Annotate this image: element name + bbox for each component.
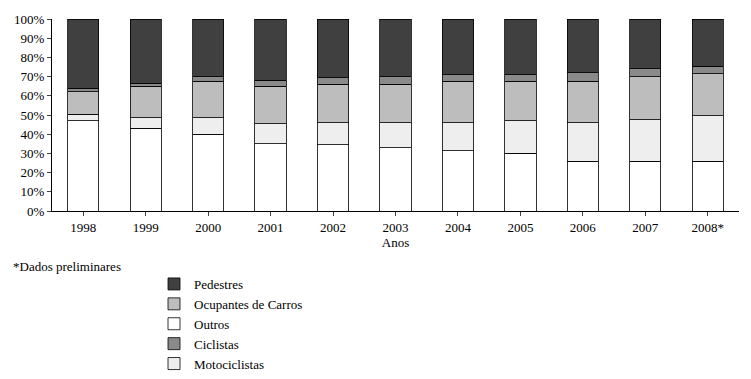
svg-text:1998: 1998 [70, 220, 96, 235]
svg-text:1999: 1999 [133, 220, 159, 235]
svg-text:90%: 90% [21, 31, 45, 46]
svg-text:2006: 2006 [570, 220, 597, 235]
svg-text:0%: 0% [27, 204, 45, 219]
svg-text:2008*: 2008* [692, 220, 725, 235]
svg-text:Ocupantes de Carros: Ocupantes de Carros [194, 297, 302, 312]
svg-text:2007: 2007 [632, 220, 659, 235]
svg-text:10%: 10% [21, 184, 45, 199]
svg-text:30%: 30% [21, 146, 45, 161]
svg-text:50%: 50% [21, 108, 45, 123]
svg-text:Motociclistas: Motociclistas [194, 357, 264, 372]
svg-text:Outros: Outros [194, 317, 229, 332]
svg-text:80%: 80% [21, 50, 45, 65]
svg-text:70%: 70% [21, 69, 45, 84]
svg-text:2002: 2002 [320, 220, 346, 235]
svg-text:Anos: Anos [382, 235, 409, 250]
svg-text:40%: 40% [21, 127, 45, 142]
svg-text:2004: 2004 [445, 220, 472, 235]
svg-text:*Dados preliminares: *Dados preliminares [13, 259, 121, 274]
svg-text:2000: 2000 [195, 220, 221, 235]
svg-text:60%: 60% [21, 88, 45, 103]
svg-text:20%: 20% [21, 165, 45, 180]
svg-text:Ciclistas: Ciclistas [194, 337, 239, 352]
svg-text:2005: 2005 [507, 220, 533, 235]
svg-text:2001: 2001 [258, 220, 284, 235]
svg-text:Pedestres: Pedestres [194, 277, 243, 292]
svg-text:2003: 2003 [383, 220, 409, 235]
svg-text:100%: 100% [14, 12, 45, 27]
